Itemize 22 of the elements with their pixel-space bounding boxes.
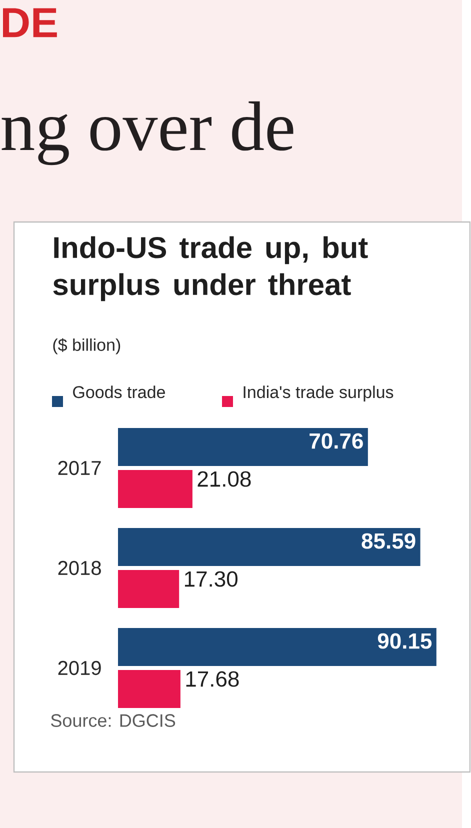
text: ng over de [2,101,294,166]
legend-label: Goods trade [73,386,166,398]
bar [118,470,193,508]
chart-title: Indo-US trade up, but surplus under threat [53,236,368,302]
chart-subtitle: ($ billion) [53,338,120,354]
bar [118,670,181,708]
annotation: Source: DGCIS [51,714,176,727]
data-label: 17.68 [186,671,239,687]
y-tick-label: 2018 [58,560,102,576]
data-label: 21.08 [198,471,251,487]
data-label: 17.30 [185,571,238,587]
data-label: 85.59 [362,533,416,549]
y-tick-label: 2017 [58,460,101,476]
data-label: 70.76 [310,433,364,449]
y-tick-label: 2019 [58,660,102,676]
data-label: 90.15 [378,633,432,649]
bar [118,428,368,466]
bar [118,528,421,566]
bar [118,570,180,608]
text: DE [3,8,58,38]
legend-label: India's trade surplus [244,386,394,402]
bar [118,628,437,666]
